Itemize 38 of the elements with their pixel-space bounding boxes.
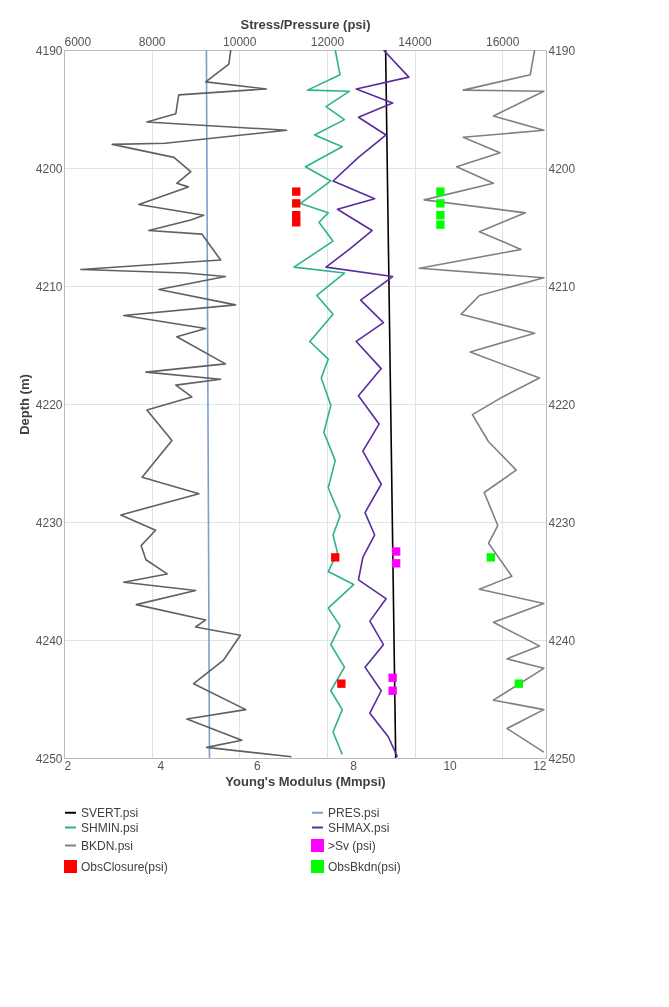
x-tick-label: 10 bbox=[443, 758, 458, 773]
x2-tick-label: 12000 bbox=[310, 34, 345, 49]
legend-label: BKDN.psi bbox=[81, 838, 134, 853]
y2-tick-label: 4230 bbox=[548, 515, 576, 530]
line-series bbox=[80, 50, 293, 758]
y-tick-label: 4250 bbox=[35, 751, 63, 766]
legend-label: SHMAX.psi bbox=[328, 820, 390, 835]
x-tick-label: 8 bbox=[350, 758, 358, 773]
x2-tick-label: 8000 bbox=[138, 34, 166, 49]
y2-tick-label: 4210 bbox=[548, 279, 576, 294]
y2-tick-label: 4250 bbox=[548, 751, 576, 766]
x2-axis-title: Stress/Pressure (psi) bbox=[240, 16, 371, 32]
y-axis-title: Depth (m) bbox=[16, 374, 32, 435]
y-tick-label: 4230 bbox=[35, 515, 63, 530]
x2-tick-label: 10000 bbox=[223, 34, 257, 49]
legend-label: ObsClosure(psi) bbox=[81, 859, 168, 874]
x-tick-label: 6 bbox=[253, 758, 261, 773]
legend-label: SHMIN.psi bbox=[81, 820, 139, 835]
x-tick-label: 2 bbox=[64, 758, 72, 773]
y-tick-label: 4190 bbox=[35, 43, 63, 58]
y-tick-label: 4220 bbox=[35, 397, 63, 412]
legend-label: >Sv (psi) bbox=[328, 838, 376, 853]
x2-tick-label: 14000 bbox=[398, 34, 433, 49]
legend-label: PRES.psi bbox=[328, 805, 380, 820]
y-tick-label: 4200 bbox=[35, 161, 63, 176]
y2-tick-label: 4220 bbox=[548, 397, 576, 412]
x-tick-label: 12 bbox=[533, 758, 547, 773]
y-tick-label: 4240 bbox=[35, 633, 63, 648]
y2-tick-label: 4240 bbox=[548, 633, 576, 648]
legend-label: ObsBkdn(psi) bbox=[328, 859, 401, 874]
legend-label: SVERT.psi bbox=[81, 805, 139, 820]
x-tick-label: 4 bbox=[157, 758, 165, 773]
x-axis-title: Young's Modulus (Mmpsi) bbox=[225, 773, 386, 789]
y2-tick-label: 4190 bbox=[548, 43, 576, 58]
y2-tick-label: 4200 bbox=[548, 161, 576, 176]
x2-tick-label: 16000 bbox=[485, 34, 520, 49]
x2-tick-label: 6000 bbox=[64, 34, 92, 49]
y-tick-label: 4210 bbox=[35, 279, 63, 294]
